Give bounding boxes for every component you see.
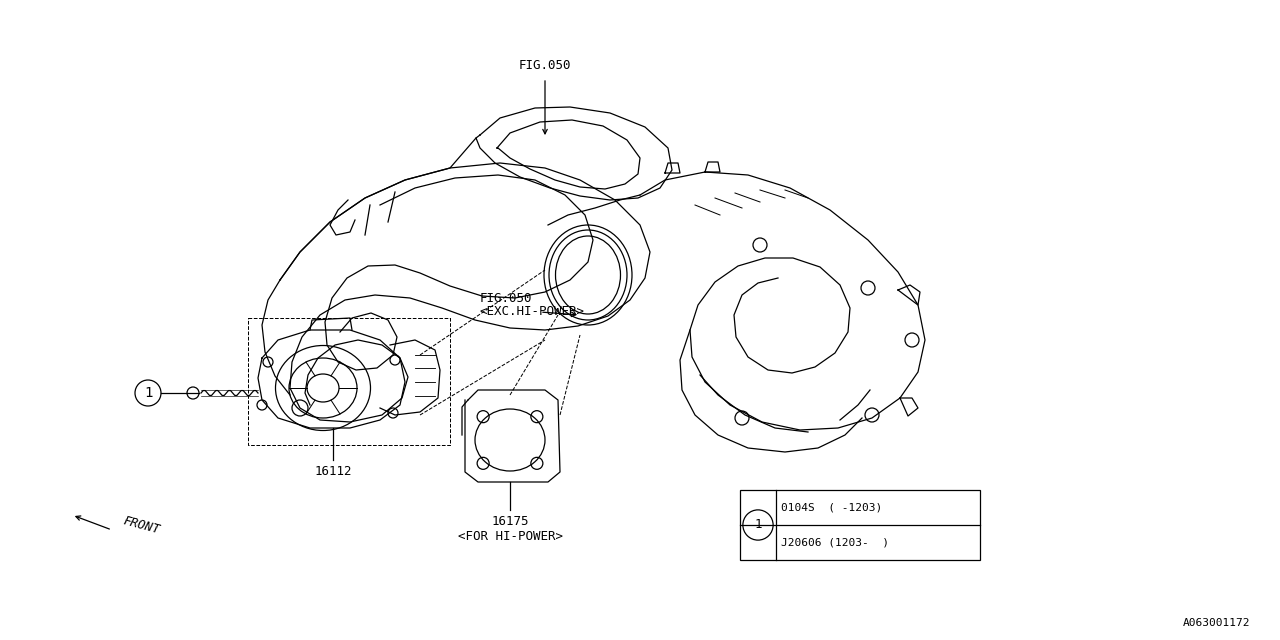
Text: 1: 1 xyxy=(754,518,762,531)
Text: <FOR HI-POWER>: <FOR HI-POWER> xyxy=(457,530,562,543)
Text: 0104S  ( -1203): 0104S ( -1203) xyxy=(781,502,882,513)
Text: 16112: 16112 xyxy=(315,465,352,478)
Text: FIG.050: FIG.050 xyxy=(480,292,532,305)
Text: FIG.050: FIG.050 xyxy=(518,59,571,72)
Text: 16175: 16175 xyxy=(492,515,529,528)
Bar xyxy=(740,490,980,560)
Text: J20606 (1203-  ): J20606 (1203- ) xyxy=(781,538,890,547)
Text: <EXC.HI-POWER>: <EXC.HI-POWER> xyxy=(480,305,585,318)
Text: FRONT: FRONT xyxy=(122,514,161,536)
Text: A063001172: A063001172 xyxy=(1183,618,1251,628)
Text: 1: 1 xyxy=(143,386,152,400)
